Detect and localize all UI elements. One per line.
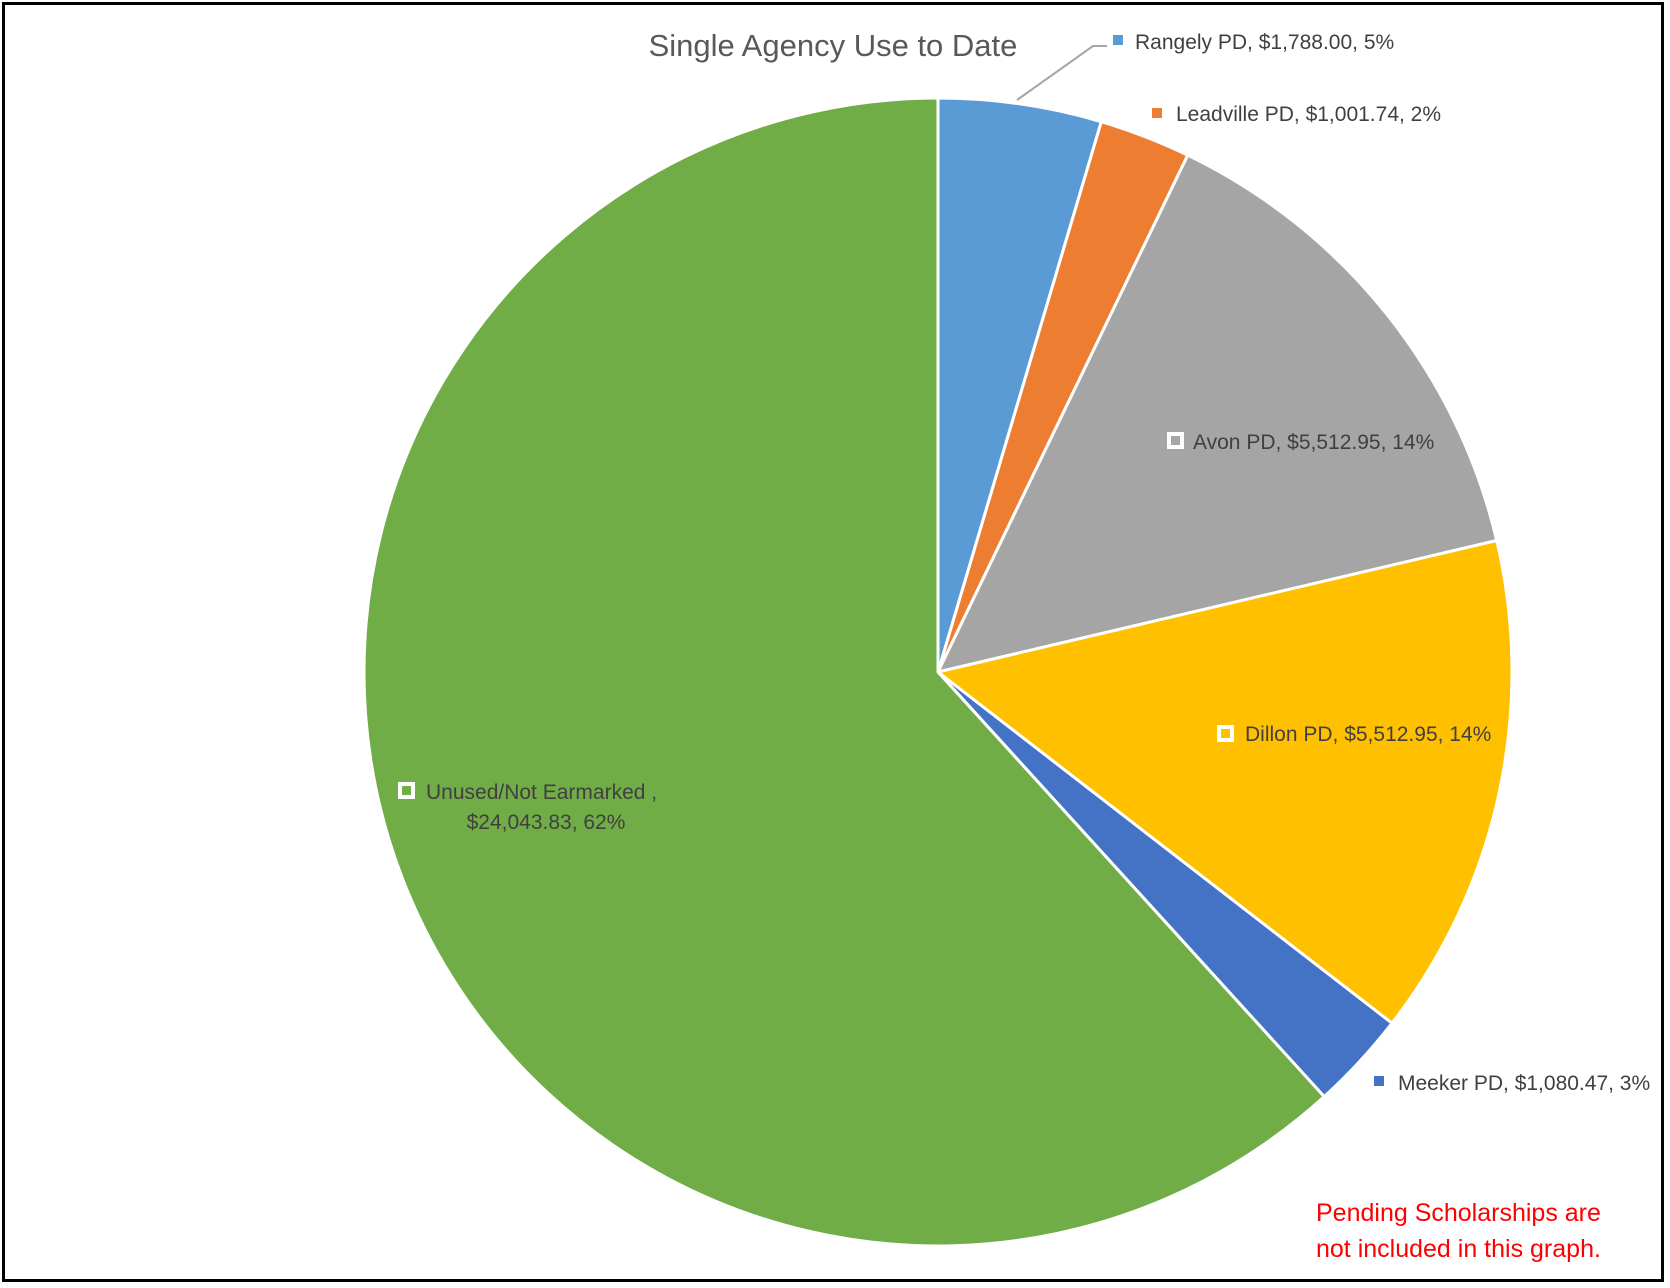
unused-data-label: Unused/Not Earmarked , <box>426 781 657 804</box>
pie-slice-avon-pd <box>936 153 1499 674</box>
dillon-data-label: Dillon PD, $5,512.95, 14% <box>1245 723 1491 746</box>
meeker-legend-key <box>1374 1076 1384 1086</box>
rangely-legend-key <box>1113 35 1123 45</box>
leadville-data-label: Leadville PD, $1,001.74, 2% <box>1176 103 1441 126</box>
pie-slice-rangely-pd <box>936 96 1103 674</box>
rangely-data-label: Rangely PD, $1,788.00, 5% <box>1135 31 1394 54</box>
dillon-legend-key <box>1217 725 1234 742</box>
annotation-line-1: Pending Scholarships are <box>1316 1199 1601 1227</box>
unused-legend-key <box>398 782 415 799</box>
unused-data-label-line2: $24,043.83, 62% <box>467 811 626 834</box>
annotation-line-2: not included in this graph. <box>1316 1235 1601 1263</box>
pie-slice-dillon-pd <box>936 539 1514 1025</box>
avon-data-label: Avon PD, $5,512.95, 14% <box>1193 431 1434 454</box>
meeker-data-label: Meeker PD, $1,080.47, 3% <box>1398 1072 1650 1095</box>
avon-legend-key <box>1167 432 1184 449</box>
chart-title: Single Agency Use to Date <box>649 28 1018 63</box>
pie-slices <box>362 96 1514 1248</box>
pie-slice-unused-not-earmarked <box>362 96 1326 1248</box>
leadville-legend-key <box>1152 108 1162 118</box>
rangely-leader-line <box>1016 45 1107 101</box>
